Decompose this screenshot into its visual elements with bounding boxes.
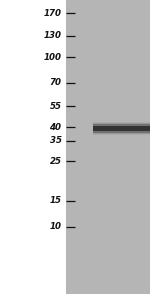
- Bar: [93, 122, 150, 135]
- Text: 55: 55: [50, 102, 61, 111]
- Text: 70: 70: [50, 78, 61, 87]
- Bar: [66, 0, 150, 294]
- Bar: [93, 123, 150, 134]
- Text: 170: 170: [44, 9, 62, 18]
- Text: 130: 130: [44, 31, 62, 40]
- Text: 35: 35: [50, 136, 61, 145]
- Text: 25: 25: [50, 157, 61, 166]
- Text: 40: 40: [50, 123, 61, 131]
- Bar: [93, 124, 150, 133]
- Bar: [93, 126, 150, 131]
- Bar: [0, 0, 66, 294]
- Text: 15: 15: [50, 196, 61, 205]
- Text: 100: 100: [44, 53, 62, 62]
- Text: 10: 10: [50, 223, 61, 231]
